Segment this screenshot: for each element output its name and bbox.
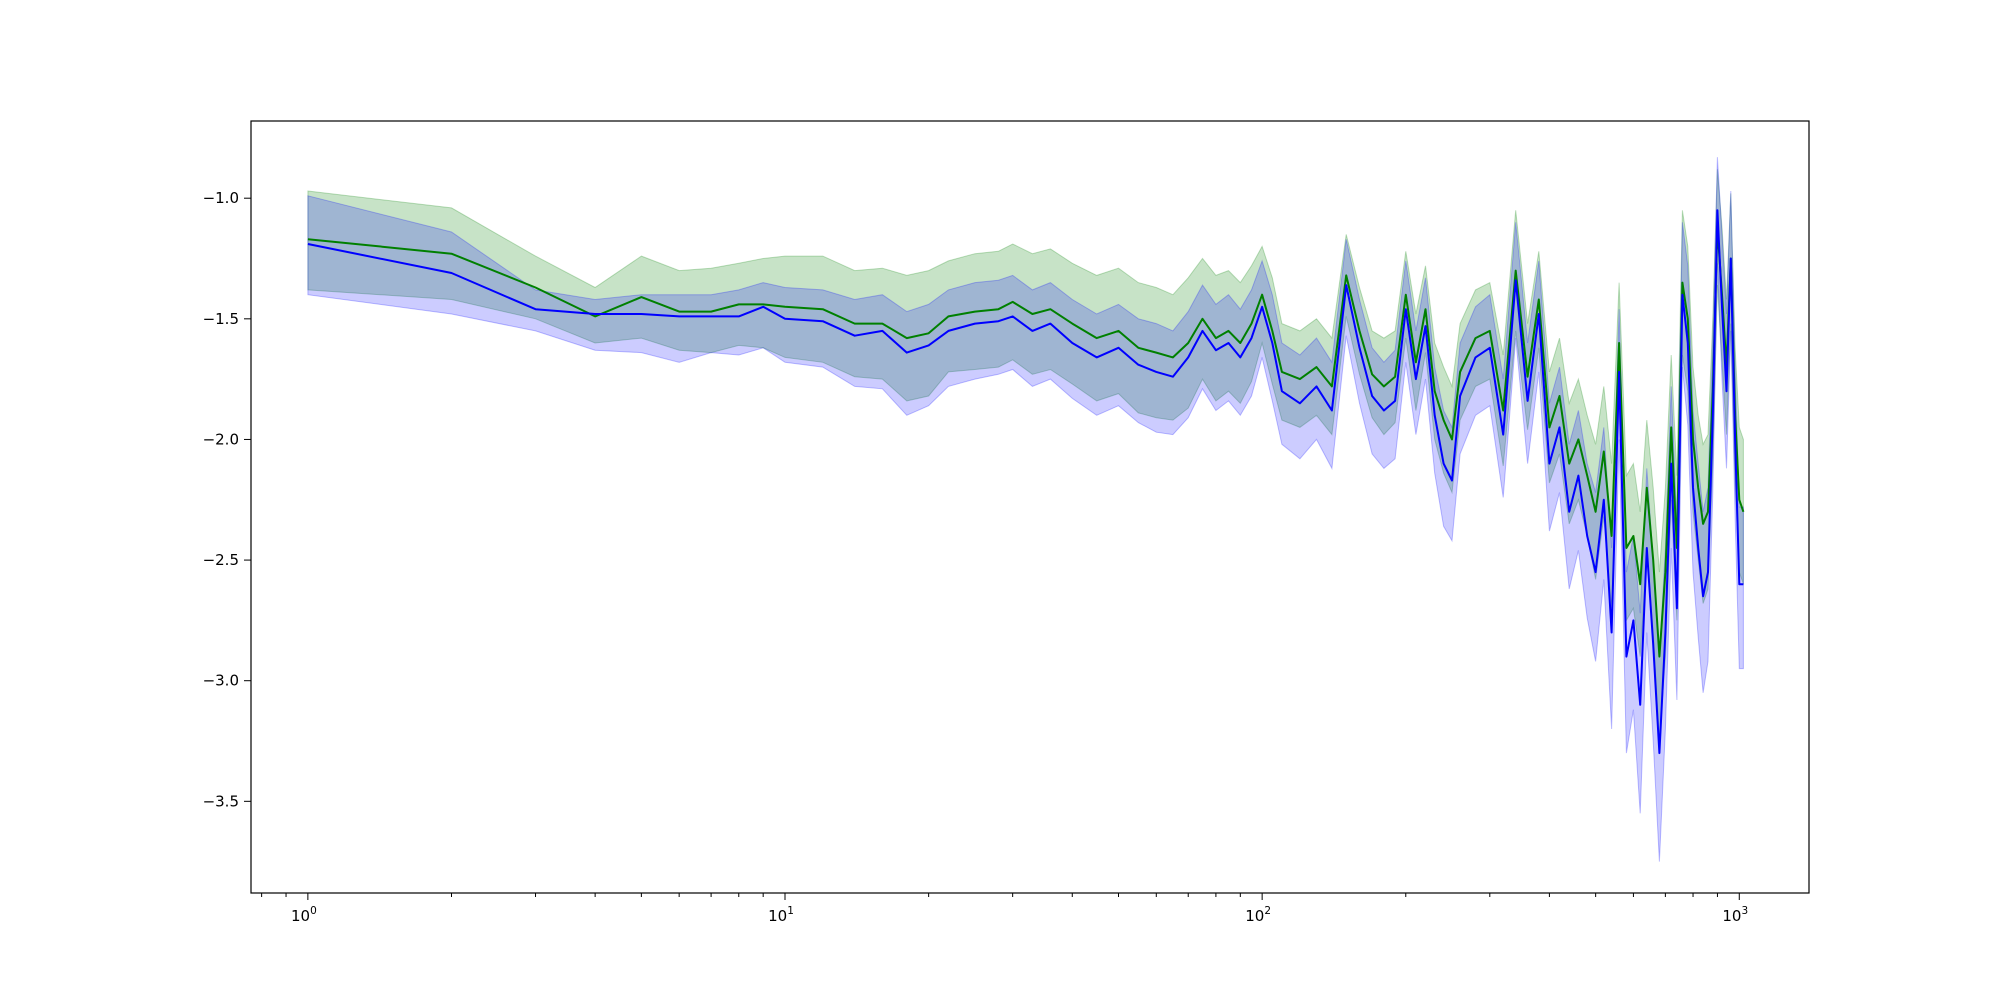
y-tick-label: −3.5 xyxy=(203,792,239,810)
x-axis: 100 101 102 103 xyxy=(261,893,1748,925)
confidence-bands xyxy=(307,157,1744,862)
x-tick-label: 102 xyxy=(1245,905,1271,925)
series-0-line xyxy=(307,226,1745,658)
x-tick-label: 100 xyxy=(291,905,317,925)
y-tick-label: −2.5 xyxy=(203,551,239,569)
axes-frame xyxy=(250,120,1810,894)
series-1-band xyxy=(307,157,1744,862)
y-tick-label: −1.0 xyxy=(203,189,239,207)
y-tick-label: −1.5 xyxy=(203,310,239,328)
series-1-line xyxy=(307,209,1744,755)
y-axis: −1.0 −1.5 −2.0 −2.5 −3.0 −3.5 xyxy=(203,189,251,810)
series-lines xyxy=(307,209,1745,755)
x-tick-label: 103 xyxy=(1722,905,1748,925)
y-tick-label: −3.0 xyxy=(203,672,239,690)
y-tick-label: −2.0 xyxy=(203,430,239,448)
x-tick-label: 101 xyxy=(768,905,794,925)
